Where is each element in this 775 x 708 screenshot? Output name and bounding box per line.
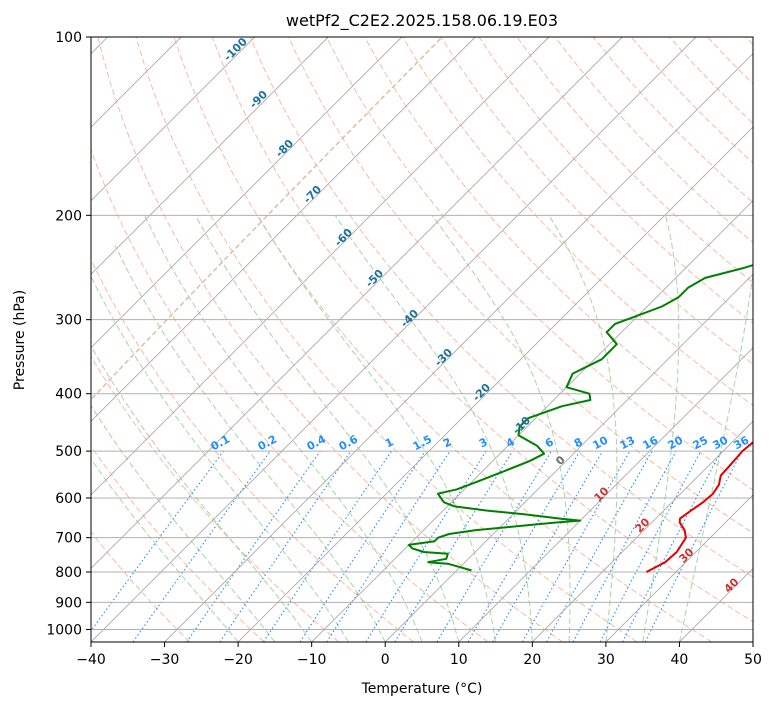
mixing-ratio-label: 25 [691, 434, 711, 453]
profiles [407, 264, 753, 573]
dry-adiabat [211, 37, 753, 623]
dry-adiabat [91, 355, 340, 642]
mixing-ratio-label: 20 [666, 433, 686, 452]
x-tick-label: −40 [76, 652, 106, 668]
dry-adiabat [91, 148, 489, 642]
isotherm [91, 37, 476, 422]
mixing-ratio-line [522, 450, 631, 642]
x-axis-title: Temperature (°C) [361, 681, 483, 697]
isotherm [91, 37, 550, 496]
y-tick-label: 200 [55, 208, 82, 224]
mixing-ratio-line [644, 450, 743, 642]
y-tick-label: 100 [55, 30, 82, 46]
x-tick-label: −20 [223, 652, 253, 668]
mixing-ratio-line [219, 450, 352, 642]
dry-adiabat [91, 445, 265, 642]
y-tick-label: 700 [55, 531, 82, 547]
x-tick-label: −30 [150, 652, 180, 668]
moist-adiabat [114, 245, 386, 642]
isotherm [91, 37, 403, 349]
y-tick-label: 1000 [46, 622, 82, 638]
x-tick-label: 0 [381, 652, 390, 668]
dry-adiabat [249, 37, 753, 578]
isotherm [91, 37, 697, 642]
x-tick-label: 30 [597, 652, 615, 668]
isotherm [531, 420, 753, 642]
dry-adiabat [516, 37, 753, 284]
mixing-ratio-line [263, 450, 392, 642]
y-tick-label: 600 [55, 491, 82, 507]
dry-adiabat [91, 531, 191, 642]
isotherm [311, 200, 753, 642]
moist-adiabat [144, 215, 423, 642]
x-tick-label: 10 [450, 652, 468, 668]
moist-adiabat [91, 457, 239, 642]
moist-adiabat [678, 270, 753, 642]
mixing-ratio-line [572, 450, 677, 642]
y-tick-label: 800 [55, 565, 82, 581]
moist-adiabat [91, 345, 313, 642]
y-tick-label: 500 [55, 444, 82, 460]
y-tick-label: 400 [55, 387, 82, 403]
isotherm [458, 347, 753, 642]
x-tick-label: −10 [297, 652, 327, 668]
isotherm [91, 37, 623, 570]
plot-background [91, 37, 753, 642]
mixing-ratio-label: 10 [591, 433, 611, 452]
mixing-ratio-line [394, 450, 514, 642]
chart-title: wetPf2_C2E2.2025.158.06.19.E03 [286, 11, 558, 31]
temperature-profile [645, 441, 753, 573]
isotherm [91, 37, 329, 275]
moist-adiabat [642, 215, 680, 642]
moist-adiabat [91, 404, 276, 642]
mixing-ratio-line [546, 450, 653, 642]
y-axis-ticks: 100 200 300 400 500 600 700 800 900 1000 [46, 30, 91, 638]
mixing-ratio-line [91, 450, 224, 632]
isobar-grid [91, 37, 753, 642]
x-tick-label: 40 [671, 652, 689, 668]
mixing-ratio-line [299, 450, 426, 642]
y-axis-title: Pressure (hPa) [12, 290, 28, 390]
mixing-ratio-label: 13 [618, 434, 638, 453]
x-axis-ticks: −40 −30 −20 −10 0 10 20 30 40 50 [76, 642, 762, 668]
y-tick-label: 300 [55, 313, 82, 329]
dewpoint-profile [407, 264, 753, 572]
isotherm [384, 273, 753, 642]
isotherm [605, 494, 753, 642]
reference-curve [91, 37, 443, 401]
dry-adiabat [135, 37, 638, 642]
dry-adiabat [402, 37, 753, 407]
dry-adiabat [326, 37, 753, 491]
plot-frame [90, 36, 754, 643]
mixing-ratio-line [186, 450, 321, 642]
dry-adiabat [97, 37, 563, 642]
isotherm [91, 37, 256, 202]
moist-adiabat [91, 275, 349, 642]
moist-adiabat [195, 215, 460, 642]
mixing-ratio-label: 36 [732, 433, 752, 452]
isotherm [237, 126, 753, 642]
mixing-ratio-line [326, 450, 451, 642]
y-tick-label: 900 [55, 595, 82, 611]
mixing-ratio-label: 30 [711, 433, 731, 452]
x-tick-label: 20 [523, 652, 541, 668]
dry-adiabat [440, 37, 753, 365]
moist-adiabat [257, 215, 497, 642]
moist-adiabat [334, 215, 533, 642]
x-tick-label: 50 [744, 652, 762, 668]
mixing-ratio-line [132, 450, 271, 642]
mixing-ratio-label: 16 [641, 433, 661, 452]
isotherm [164, 52, 753, 642]
moist-adiabat [548, 215, 618, 642]
